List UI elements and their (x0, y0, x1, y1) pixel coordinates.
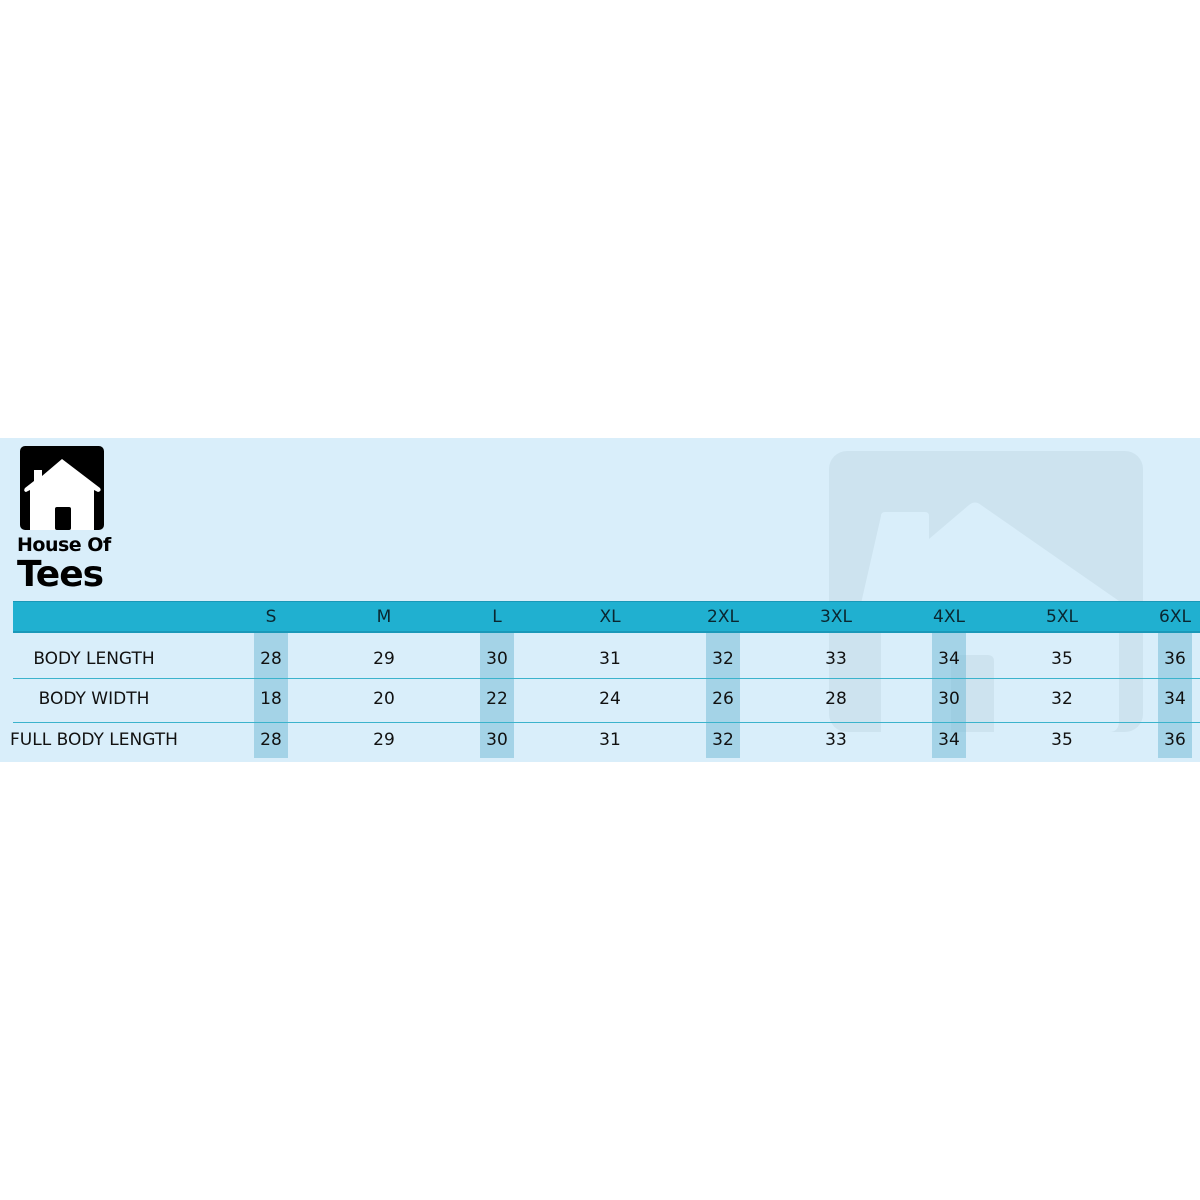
table-cell: 36 (1164, 649, 1186, 669)
table-cell: 34 (938, 730, 960, 750)
size-header-xl: XL (599, 607, 621, 627)
table-cell: 33 (825, 649, 847, 669)
table-cell: 22 (486, 689, 508, 709)
size-header-5xl: 5XL (1046, 607, 1078, 627)
row-divider (13, 678, 1200, 679)
house-logo-icon (20, 446, 104, 530)
table-cell: 26 (712, 689, 734, 709)
table-cell: 35 (1051, 649, 1073, 669)
house-watermark-icon (829, 451, 1143, 732)
highlight-column-s (254, 633, 288, 758)
table-cell: 32 (712, 730, 734, 750)
table-cell: 29 (373, 649, 395, 669)
table-cell: 30 (486, 649, 508, 669)
size-header-bar (13, 601, 1200, 633)
table-cell: 34 (938, 649, 960, 669)
table-cell: 36 (1164, 730, 1186, 750)
table-cell: 28 (825, 689, 847, 709)
row-label: BODY LENGTH (33, 649, 155, 669)
size-header-6xl: 6XL (1159, 607, 1191, 627)
table-cell: 24 (599, 689, 621, 709)
size-header-s: S (265, 607, 277, 627)
table-cell: 35 (1051, 730, 1073, 750)
table-cell: 29 (373, 730, 395, 750)
size-header-m: M (376, 607, 392, 627)
brand-name-line2: Tees (17, 554, 104, 595)
size-header-3xl: 3XL (820, 607, 852, 627)
highlight-column-l (480, 633, 514, 758)
highlight-column-4xl (932, 633, 966, 758)
size-header-4xl: 4XL (933, 607, 965, 627)
brand-name-line1: House Of (17, 534, 111, 556)
table-cell: 30 (938, 689, 960, 709)
row-label: BODY WIDTH (38, 689, 150, 709)
table-cell: 20 (373, 689, 395, 709)
row-label: FULL BODY LENGTH (10, 730, 178, 750)
table-cell: 34 (1164, 689, 1186, 709)
table-cell: 32 (1051, 689, 1073, 709)
table-cell: 31 (599, 730, 621, 750)
size-header-l: L (492, 607, 502, 627)
table-cell: 28 (260, 649, 282, 669)
highlight-column-6xl (1158, 633, 1192, 758)
table-cell: 30 (486, 730, 508, 750)
table-cell: 18 (260, 689, 282, 709)
highlight-column-2xl (706, 633, 740, 758)
table-cell: 31 (599, 649, 621, 669)
row-divider (13, 722, 1200, 723)
table-cell: 32 (712, 649, 734, 669)
table-cell: 28 (260, 730, 282, 750)
table-cell: 33 (825, 730, 847, 750)
size-header-2xl: 2XL (707, 607, 739, 627)
